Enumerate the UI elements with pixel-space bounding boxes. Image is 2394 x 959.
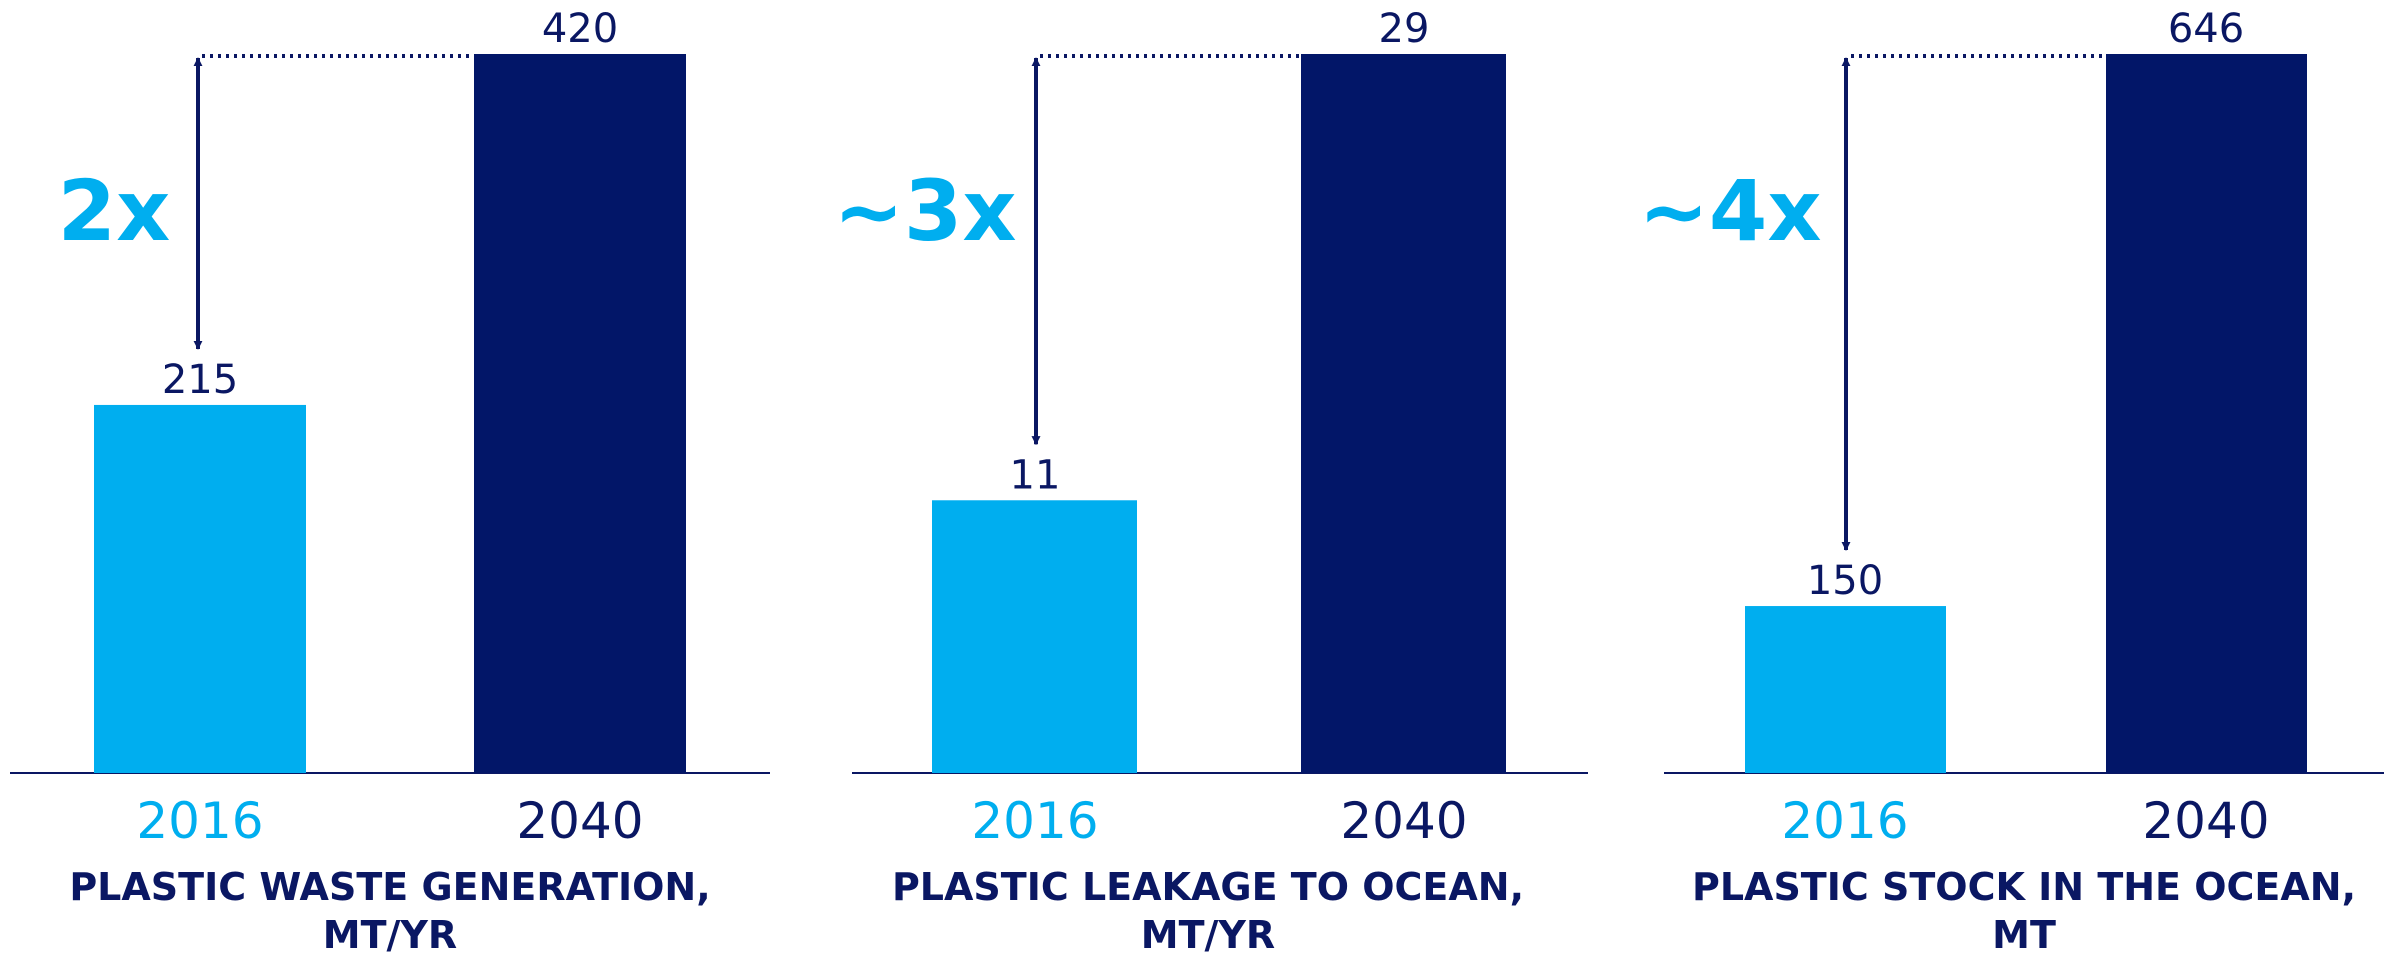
chart-title-line-1: PLASTIC STOCK IN THE OCEAN,: [1692, 865, 2356, 909]
category-label-2016: 2016: [136, 792, 263, 850]
chart-panel-stock-in-ocean: 150 646 ~4x 2016 2040 PLASTIC STOCK IN T…: [1638, 6, 2384, 957]
chart-title-line-2: MT/YR: [1141, 913, 1275, 957]
category-label-2016: 2016: [971, 792, 1098, 850]
bar-2040: [1301, 54, 1506, 773]
category-label-2040: 2040: [1340, 792, 1467, 850]
value-label-2016: 215: [162, 357, 238, 403]
value-label-2040: 420: [542, 6, 618, 52]
value-label-2040: 29: [1379, 6, 1430, 52]
chart-panel-leakage-to-ocean: 11 29 ~3x 2016 2040 PLASTIC LEAKAGE TO O…: [833, 6, 1588, 957]
growth-multiplier: 2x: [58, 162, 171, 260]
growth-multiplier: ~3x: [833, 162, 1016, 260]
category-label-2040: 2040: [516, 792, 643, 850]
chart-title-line-2: MT/YR: [323, 913, 457, 957]
chart-title-line-1: PLASTIC LEAKAGE TO OCEAN,: [892, 865, 1524, 909]
chart-title-line-1: PLASTIC WASTE GENERATION,: [69, 865, 710, 909]
value-label-2016: 150: [1807, 558, 1883, 604]
bar-2040: [474, 54, 686, 773]
value-label-2016: 11: [1010, 452, 1061, 498]
bar-2016: [94, 404, 306, 773]
value-label-2040: 646: [2168, 6, 2244, 52]
category-label-2040: 2040: [2142, 792, 2269, 850]
bar-2016: [932, 500, 1137, 773]
bar-2040: [2106, 54, 2307, 773]
category-label-2016: 2016: [1781, 792, 1908, 850]
chart-panel-waste-generation: 215 420 2x 2016 2040 PLASTIC WASTE GENER…: [10, 6, 770, 957]
chart-title-line-2: MT: [1992, 913, 2056, 957]
bar-2016: [1745, 606, 1946, 773]
growth-multiplier: ~4x: [1638, 162, 1821, 260]
